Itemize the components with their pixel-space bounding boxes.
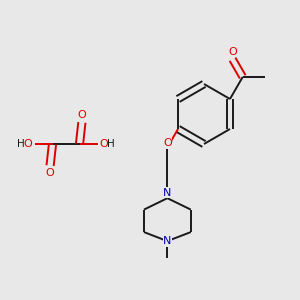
Text: O: O — [23, 139, 32, 149]
Text: N: N — [163, 236, 172, 246]
Text: O: O — [163, 138, 172, 148]
Text: O: O — [46, 168, 55, 178]
Text: H: H — [107, 139, 115, 149]
Text: H: H — [17, 139, 25, 149]
Text: O: O — [77, 110, 86, 120]
Text: N: N — [163, 188, 172, 198]
Text: O: O — [99, 139, 108, 149]
Text: O: O — [228, 47, 237, 57]
